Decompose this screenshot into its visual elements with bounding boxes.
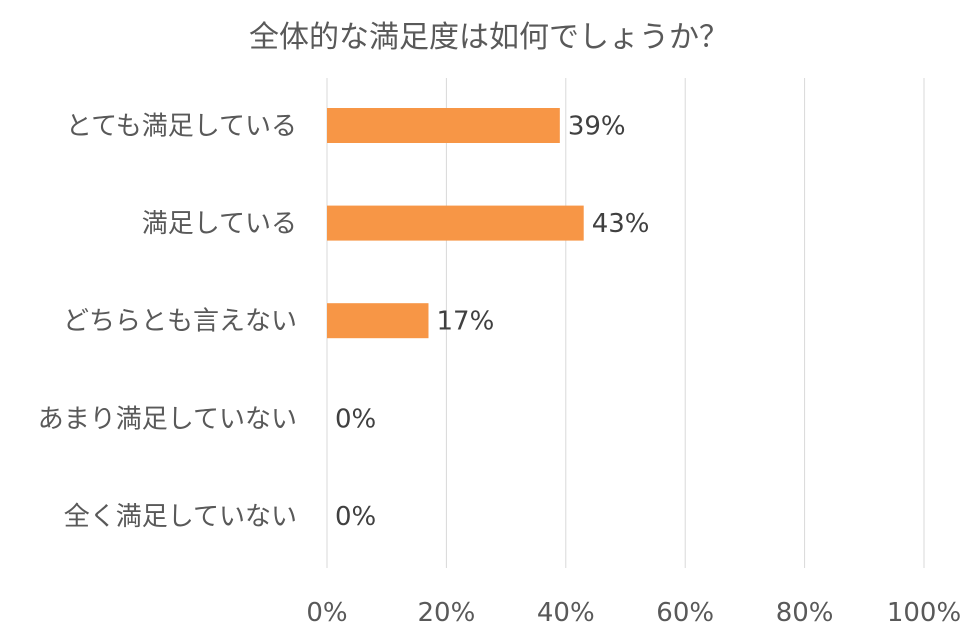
category-label: どちらとも言えない	[63, 307, 297, 337]
category-label: 満足している	[142, 209, 297, 239]
data-label: 0%	[335, 404, 376, 434]
bars	[327, 108, 584, 339]
category-label: あまり満足していない	[38, 404, 297, 434]
category-label: 全く満足していない	[64, 502, 297, 532]
data-label: 39%	[568, 112, 626, 142]
data-label: 0%	[335, 502, 376, 532]
data-label: 17%	[436, 307, 494, 337]
x-tick-label: 0%	[306, 598, 347, 628]
bar	[327, 108, 560, 143]
x-tick-label: 60%	[656, 598, 714, 628]
category-label: とても満足している	[66, 112, 297, 142]
bar	[327, 205, 584, 241]
bar	[327, 303, 429, 339]
data-label: 43%	[592, 209, 650, 239]
gridlines	[326, 78, 925, 568]
x-tick-label: 100%	[887, 598, 961, 628]
chart-title: 全体的な満足度は如何でしょうか？	[249, 20, 729, 55]
x-tick-label: 40%	[537, 598, 595, 628]
x-tick-label: 20%	[418, 598, 476, 628]
x-tick-label: 80%	[776, 598, 834, 628]
labels: 0% 20% 40% 60% 80% 100% とても満足している 39% 満足している 43% ど…	[38, 112, 961, 629]
